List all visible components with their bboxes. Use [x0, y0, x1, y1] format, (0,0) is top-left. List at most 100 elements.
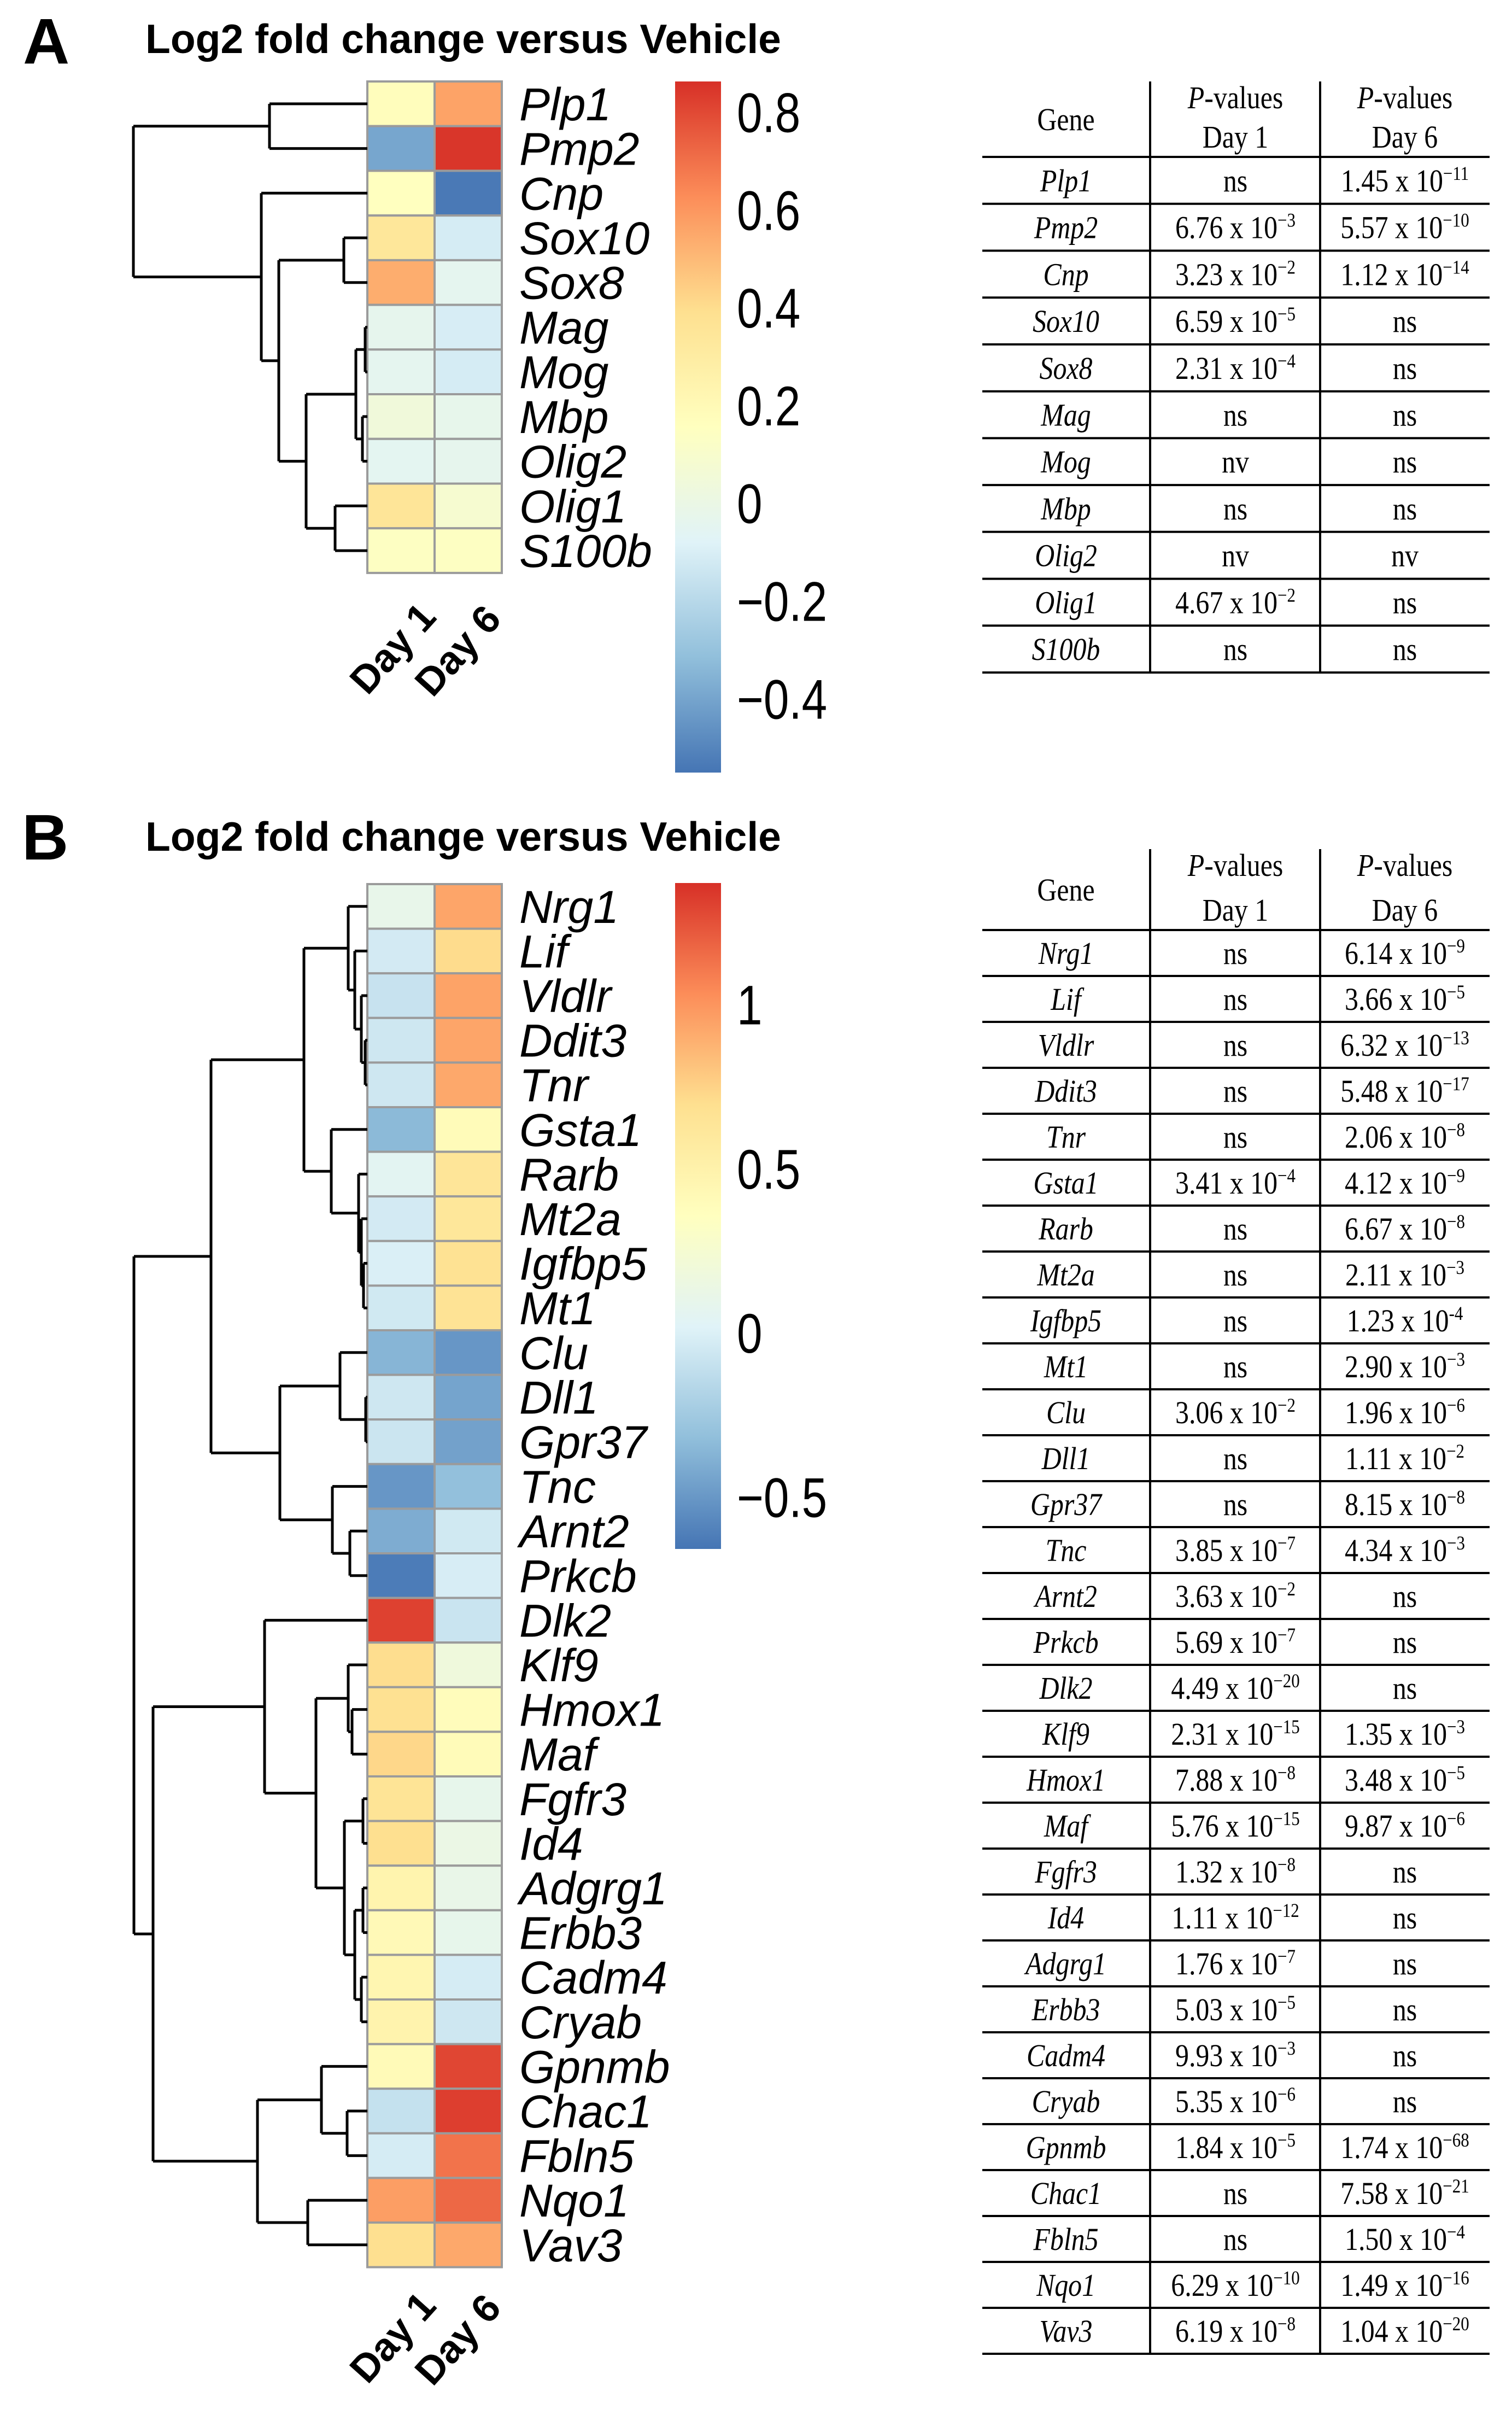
- svg-text:ns: ns: [1393, 585, 1417, 620]
- svg-text:Dll1: Dll1: [1041, 1441, 1091, 1476]
- svg-text:Cadm4: Cadm4: [519, 1952, 667, 2003]
- svg-text:0.2: 0.2: [737, 375, 800, 437]
- svg-text:Gsta1: Gsta1: [519, 1104, 642, 1156]
- svg-text:ns: ns: [1223, 936, 1247, 971]
- svg-text:Igfbp5: Igfbp5: [1030, 1303, 1101, 1338]
- svg-text:0.8: 0.8: [737, 82, 800, 144]
- svg-text:Fgfr3: Fgfr3: [1034, 1855, 1097, 1890]
- svg-text:ns: ns: [1223, 1074, 1247, 1109]
- svg-text:ns: ns: [1223, 632, 1247, 667]
- svg-text:Vldlr: Vldlr: [1038, 1028, 1094, 1063]
- svg-text:3.41 x 10−4: 3.41 x 10−4: [1175, 1165, 1296, 1201]
- svg-text:Hmox1: Hmox1: [519, 1685, 665, 1736]
- svg-text:0.6: 0.6: [737, 180, 800, 242]
- svg-text:Mag: Mag: [519, 302, 608, 354]
- svg-text:Mog: Mog: [519, 347, 608, 398]
- svg-text:Cadm4: Cadm4: [1027, 2038, 1105, 2073]
- svg-text:Tnr: Tnr: [1046, 1120, 1086, 1155]
- svg-text:4.12 x 10−9: 4.12 x 10−9: [1345, 1165, 1465, 1201]
- svg-text:Lif: Lif: [519, 926, 572, 977]
- svg-text:0: 0: [737, 1302, 763, 1365]
- svg-text:ns: ns: [1223, 2176, 1247, 2211]
- svg-text:ns: ns: [1393, 1671, 1417, 1706]
- svg-text:Fbln5: Fbln5: [1033, 2222, 1099, 2257]
- svg-text:9.87 x 10−6: 9.87 x 10−6: [1345, 1808, 1465, 1844]
- svg-text:Erbb3: Erbb3: [1032, 1992, 1100, 2027]
- svg-text:5.69 x 10−7: 5.69 x 10−7: [1175, 1624, 1296, 1660]
- svg-text:Lif: Lif: [1050, 982, 1085, 1017]
- svg-text:ns: ns: [1223, 1212, 1247, 1247]
- svg-text:ns: ns: [1393, 2084, 1417, 2119]
- svg-text:S100b: S100b: [1032, 632, 1100, 667]
- svg-text:P-values: P-values: [1357, 80, 1452, 115]
- svg-text:6.14 x 10−9: 6.14 x 10−9: [1345, 935, 1465, 971]
- svg-text:ns: ns: [1393, 445, 1417, 480]
- svg-text:Day 6: Day 6: [1372, 120, 1438, 155]
- svg-text:3.63 x 10−2: 3.63 x 10−2: [1175, 1578, 1296, 1614]
- svg-text:Hmox1: Hmox1: [1026, 1763, 1105, 1798]
- svg-text:B: B: [22, 802, 68, 874]
- svg-text:Igfbp5: Igfbp5: [519, 1238, 647, 1290]
- svg-text:Mt2a: Mt2a: [1036, 1258, 1094, 1293]
- svg-text:Mt1: Mt1: [519, 1283, 596, 1334]
- svg-text:Nqo1: Nqo1: [1036, 2268, 1095, 2303]
- svg-text:5.35 x 10−6: 5.35 x 10−6: [1175, 2084, 1296, 2119]
- svg-text:Klf9: Klf9: [1042, 1717, 1089, 1752]
- svg-text:ns: ns: [1223, 397, 1247, 432]
- svg-text:Day 1: Day 1: [1203, 120, 1268, 155]
- svg-text:Plp1: Plp1: [519, 79, 611, 130]
- svg-text:ns: ns: [1393, 2038, 1417, 2073]
- svg-text:ns: ns: [1393, 1579, 1417, 1614]
- svg-text:ns: ns: [1223, 163, 1247, 198]
- svg-text:0: 0: [737, 473, 763, 535]
- svg-text:Gpnmb: Gpnmb: [1026, 2130, 1106, 2165]
- svg-text:6.59 x 10−5: 6.59 x 10−5: [1175, 303, 1296, 339]
- svg-text:Ddit3: Ddit3: [519, 1015, 626, 1067]
- svg-text:Olig1: Olig1: [519, 481, 626, 532]
- svg-text:2.06 x 10−8: 2.06 x 10−8: [1345, 1119, 1465, 1155]
- svg-text:ns: ns: [1393, 1992, 1417, 2027]
- svg-text:1.84 x 10−5: 1.84 x 10−5: [1175, 2130, 1296, 2165]
- svg-text:Fbln5: Fbln5: [519, 2131, 634, 2182]
- svg-text:1.35 x 10−3: 1.35 x 10−3: [1345, 1716, 1465, 1752]
- svg-text:ns: ns: [1393, 1855, 1417, 1890]
- svg-text:Sox10: Sox10: [519, 213, 649, 264]
- svg-text:7.88 x 10−8: 7.88 x 10−8: [1175, 1762, 1296, 1798]
- svg-text:2.90 x 10−3: 2.90 x 10−3: [1345, 1349, 1465, 1384]
- svg-text:5.57 x 10−10: 5.57 x 10−10: [1340, 210, 1469, 245]
- svg-text:P-values: P-values: [1187, 80, 1283, 115]
- svg-text:Sox10: Sox10: [1033, 304, 1099, 339]
- svg-text:1.04 x 10−20: 1.04 x 10−20: [1340, 2313, 1469, 2349]
- svg-text:Arnt2: Arnt2: [517, 1506, 629, 1557]
- svg-text:4.34 x 10−3: 4.34 x 10−3: [1345, 1533, 1465, 1568]
- svg-text:Clu: Clu: [519, 1328, 588, 1379]
- svg-text:Gsta1: Gsta1: [1033, 1166, 1098, 1201]
- svg-text:1.76 x 10−7: 1.76 x 10−7: [1175, 1946, 1296, 1981]
- svg-text:Clu: Clu: [1046, 1395, 1086, 1430]
- svg-text:ns: ns: [1393, 350, 1417, 385]
- svg-text:Olig2: Olig2: [1035, 538, 1097, 573]
- svg-text:Gpnmb: Gpnmb: [519, 2041, 670, 2092]
- svg-text:Ddit3: Ddit3: [1034, 1074, 1097, 1109]
- svg-text:−0.5: −0.5: [737, 1467, 827, 1529]
- svg-text:Fgfr3: Fgfr3: [519, 1774, 626, 1825]
- svg-text:Mt1: Mt1: [1044, 1349, 1088, 1384]
- svg-text:Cnp: Cnp: [519, 168, 603, 219]
- svg-text:Dll1: Dll1: [519, 1372, 599, 1423]
- svg-text:Adgrg1: Adgrg1: [1024, 1946, 1106, 1981]
- svg-text:3.06 x 10−2: 3.06 x 10−2: [1175, 1395, 1296, 1430]
- svg-text:nv: nv: [1222, 538, 1250, 573]
- svg-text:Rarb: Rarb: [519, 1149, 619, 1200]
- svg-text:6.67 x 10−8: 6.67 x 10−8: [1345, 1211, 1465, 1247]
- svg-text:Dlk2: Dlk2: [519, 1595, 611, 1646]
- svg-text:Day 1: Day 1: [1203, 893, 1268, 928]
- svg-text:1.45 x 10−11: 1.45 x 10−11: [1341, 163, 1469, 198]
- svg-text:Nqo1: Nqo1: [519, 2175, 629, 2226]
- svg-text:Prkcb: Prkcb: [519, 1551, 637, 1602]
- svg-text:Plp1: Plp1: [1040, 163, 1092, 198]
- svg-text:P-values: P-values: [1357, 848, 1452, 883]
- svg-text:Maf: Maf: [519, 1729, 600, 1780]
- svg-text:Log2 fold change versus Vehicl: Log2 fold change versus Vehicle: [145, 16, 781, 62]
- svg-text:6.19 x 10−8: 6.19 x 10−8: [1175, 2313, 1296, 2349]
- svg-text:Mbp: Mbp: [519, 391, 608, 443]
